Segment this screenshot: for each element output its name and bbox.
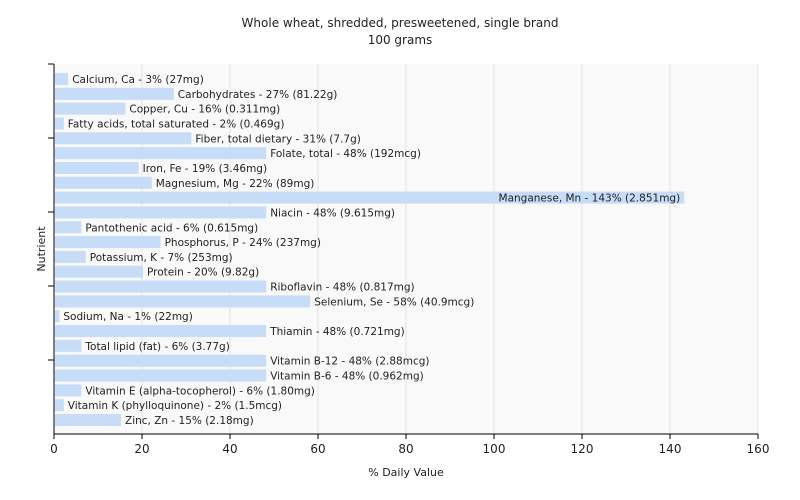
bar [55,384,82,397]
bar [55,369,267,382]
bar-label: Iron, Fe - 19% (3.46mg) [143,163,267,175]
x-tick-label: 40 [222,442,237,456]
bar [55,191,685,204]
bars: Calcium, Ca - 3% (27mg) Carbohydrates - 2… [55,73,685,427]
bar-label: Carbohydrates - 27% (81.22g) [178,89,338,101]
bar [55,354,267,367]
bar-label: Vitamin E (alpha-tocopherol) - 6% (1.80m… [85,385,315,397]
bar [55,176,152,189]
bar-label: Thiamin - 48% (0.721mg) [269,326,405,338]
bar-label: Manganese, Mn - 143% (2.851mg) [499,193,681,205]
bar [55,339,82,352]
bar-label: Copper, Cu - 16% (0.311mg) [129,104,280,116]
x-tick-label: 120 [571,442,594,456]
x-tick-label: 100 [483,442,506,456]
bar-label: Potassium, K - 7% (253mg) [90,252,233,264]
x-tick-label: 60 [310,442,325,456]
bar [55,132,192,145]
bar [55,161,139,174]
bar [55,399,64,412]
bar-label: Fatty acids, total saturated - 2% (0.469… [68,118,285,130]
chart-subtitle: 100 grams [368,33,433,47]
x-tick-label: 20 [134,442,149,456]
bar [55,73,69,85]
bar-label: Niacin - 48% (9.615mg) [270,207,395,219]
x-tick-label: 160 [747,442,770,456]
bar [55,147,267,160]
bar-label: Vitamin K (phylloquinone) - 2% (1.5mcg) [68,400,282,412]
bar-label: Total lipid (fat) - 6% (3.77g) [84,341,229,353]
y-axis-label: Nutrient [35,226,48,272]
bar [55,87,174,100]
bar-label: Pantothenic acid - 6% (0.615mg) [85,222,258,234]
bar-label: Protein - 20% (9.82g) [147,267,259,279]
x-axis-label: % Daily Value [368,466,444,479]
chart-title: Whole wheat, shredded, presweetened, sin… [242,16,559,30]
bar-label: Phosphorus, P - 24% (237mg) [165,237,321,249]
axes: 0 20 40 60 80 100 120 140 160 [48,63,770,456]
x-tick-label: 140 [659,442,682,456]
bar-label: Selenium, Se - 58% (40.9mcg) [314,296,474,308]
bar-label: Riboflavin - 48% (0.817mg) [270,282,414,294]
bar [55,236,161,249]
bar-label: Vitamin B-12 - 48% (2.88mcg) [270,356,429,368]
bar [55,295,311,308]
bar-label: Vitamin B-6 - 48% (0.962mg) [270,371,424,383]
bar [55,280,267,293]
bar [55,310,60,323]
bar-label: Zinc, Zn - 15% (2.18mg) [125,415,254,427]
bar [55,102,126,115]
bar [55,221,82,234]
bar-label: Magnesium, Mg - 22% (89mg) [156,178,315,190]
bar-label: Folate, total - 48% (192mcg) [270,148,421,160]
bar [55,206,267,219]
bar-label: Calcium, Ca - 3% (27mg) [72,74,204,86]
bar [55,325,267,338]
bar [55,117,64,130]
bar [55,414,121,426]
x-tick-label: 0 [50,442,58,456]
bar-label: Sodium, Na - 1% (22mg) [63,311,192,323]
bar-label: Fiber, total dietary - 31% (7.7g) [195,133,360,145]
x-tick-label: 80 [398,442,413,456]
bar [55,250,86,263]
bar [55,265,143,278]
